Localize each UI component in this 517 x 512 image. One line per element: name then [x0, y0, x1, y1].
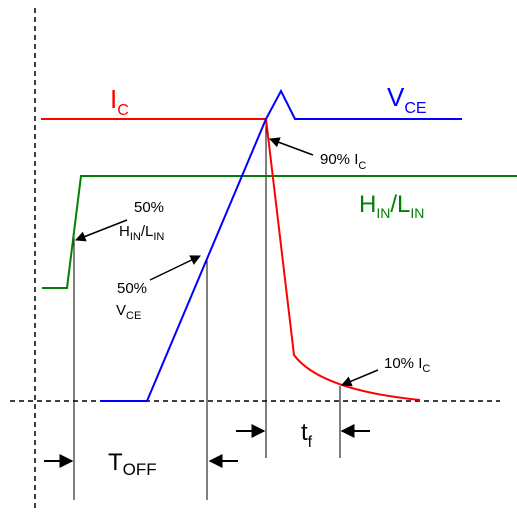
toff-label: TOFF — [108, 449, 157, 479]
arrow-90-ic — [269, 137, 314, 156]
label-10-ic: 10% IC — [384, 355, 430, 375]
label-50-vce-pct: 50% — [117, 280, 147, 297]
label-50-hin-name: HIN/LIN — [119, 223, 164, 243]
ic-label: IC — [110, 84, 129, 119]
arrow-10-ic — [341, 369, 379, 387]
ic-waveform — [41, 118, 421, 401]
vce-waveform — [100, 88, 462, 402]
hin-lin-label: HIN/LIN — [359, 191, 424, 221]
hin-lin-waveform — [42, 175, 517, 289]
arrow-50-vce — [149, 255, 201, 281]
label-50-vce-name: VCE — [116, 302, 141, 322]
arrow-50-hin — [75, 219, 128, 242]
label-90-ic: 90% IC — [320, 151, 366, 172]
vce-label: VCE — [387, 82, 427, 117]
label-50-hin-pct: 50% — [134, 199, 164, 216]
tf-label: tf — [301, 419, 313, 451]
